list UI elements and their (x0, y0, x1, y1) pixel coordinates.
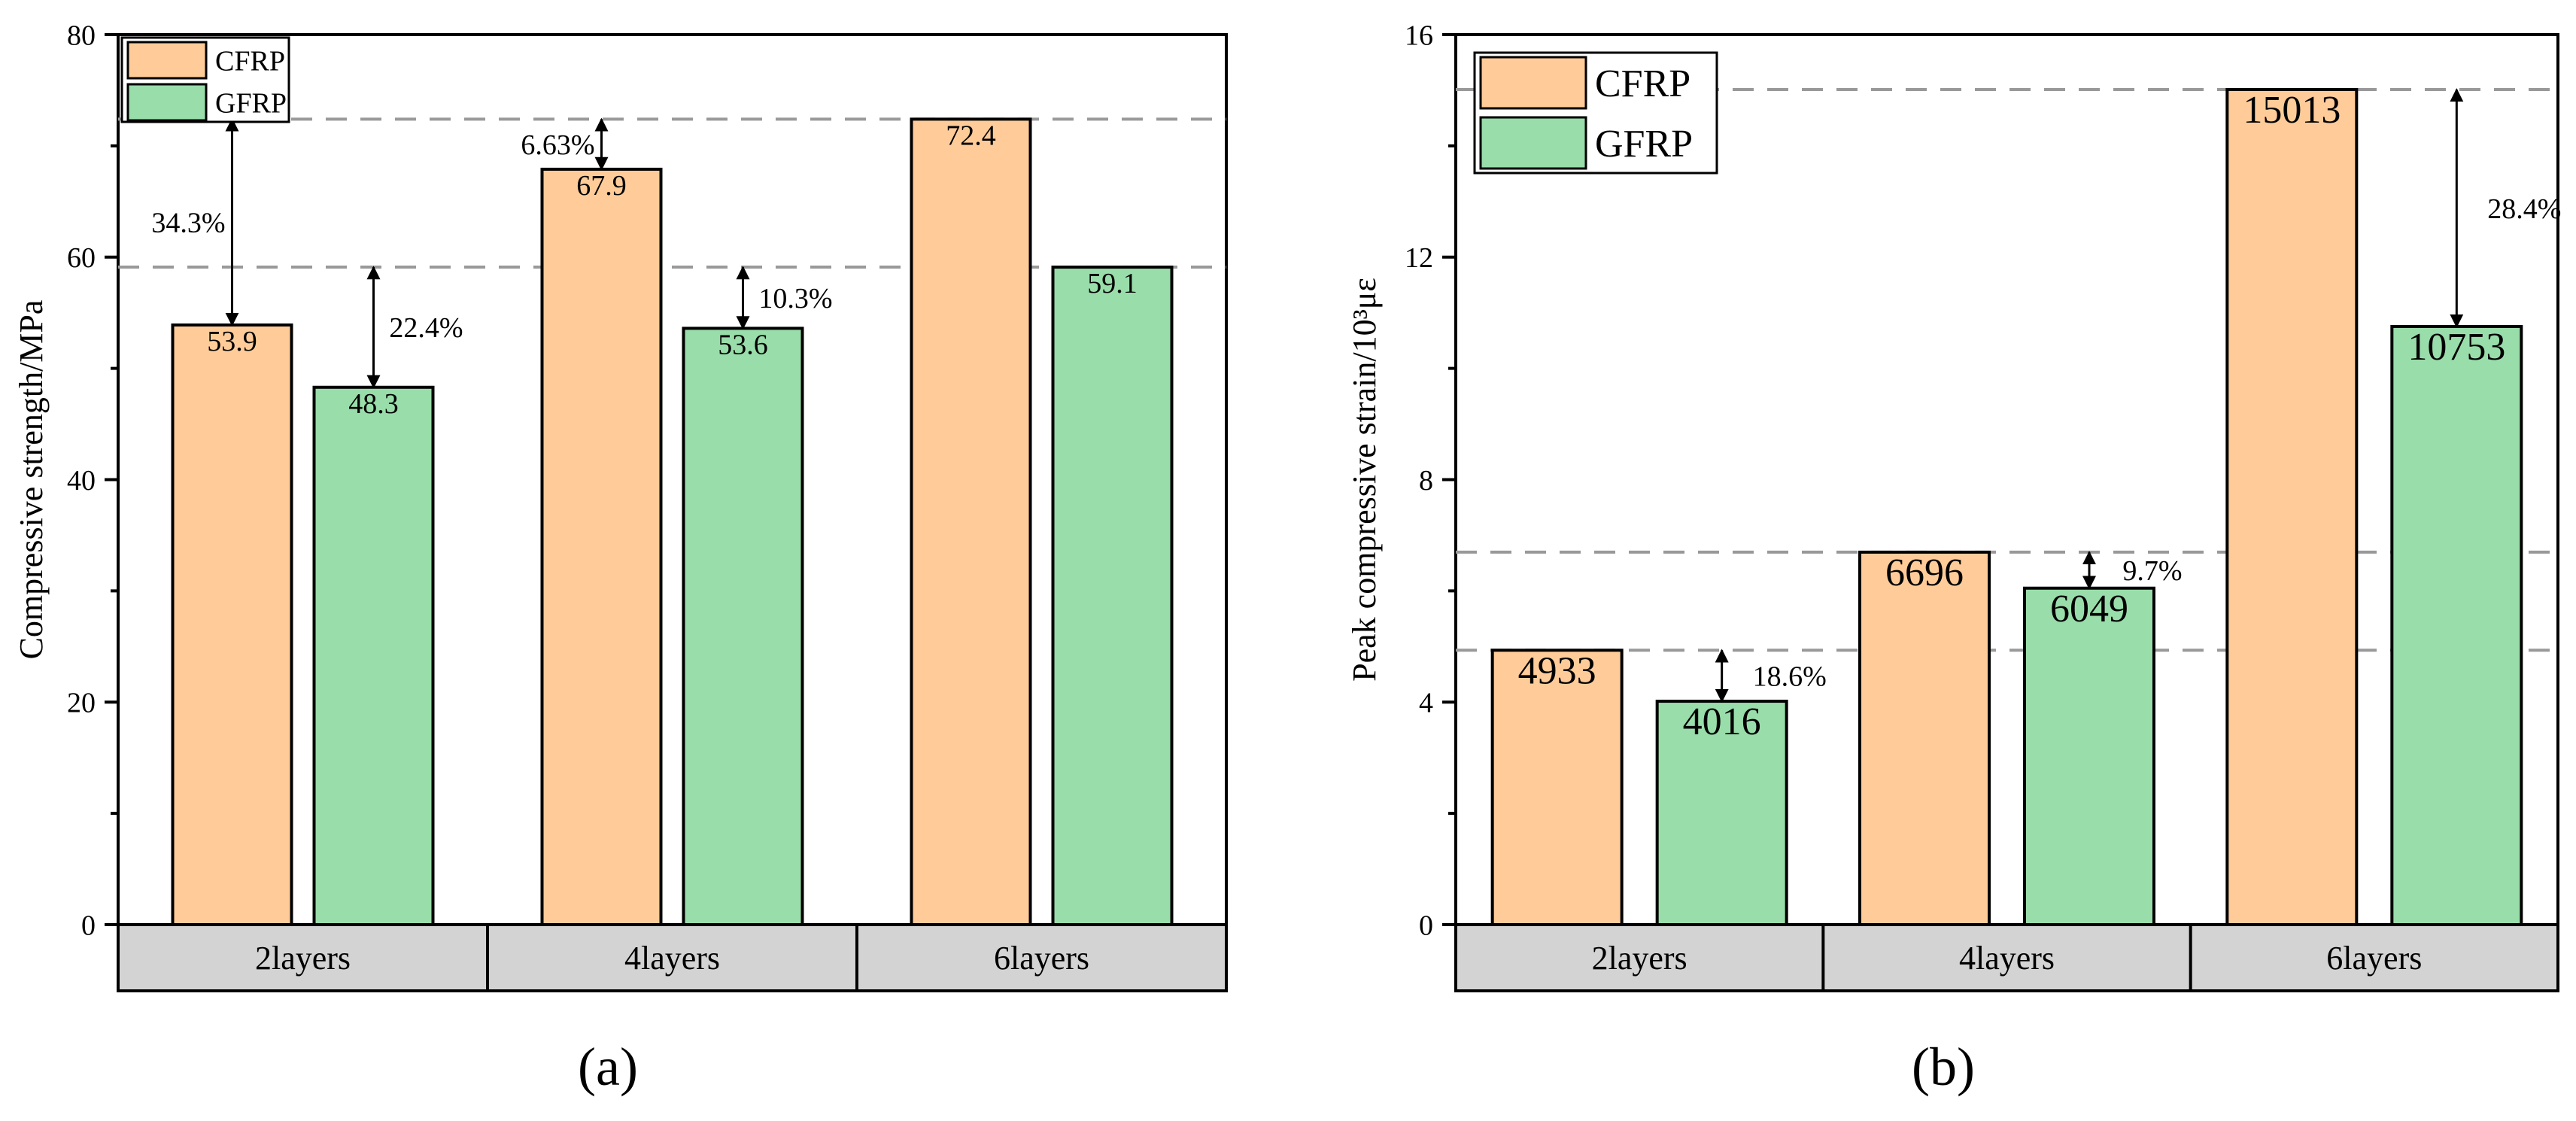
panel-b-legend-swatch-cfrp (1479, 56, 1587, 110)
chart-panel-b: 0 4 8 12 16 Peak compressive strain/10³με 4933… (1346, 20, 2561, 992)
panel-b-bar-label-cfrp-6layers: 15013 (2243, 89, 2341, 132)
panel-b-bar-cfrp-2layers (1490, 649, 1624, 926)
panel-a-category-band (117, 923, 1228, 992)
panel-b-legend-swatch-gfrp (1479, 116, 1587, 170)
panel-a-bar-cfrp-2layers (171, 323, 293, 926)
panel-a-legend-label-gfrp: GFRP (215, 87, 287, 119)
panel-b-y-axis-label: Peak compressive strain/10³με (1346, 278, 1383, 682)
panel-b-legend-label-gfrp: GFRP (1595, 123, 1693, 166)
panel-b-bar-cfrp-6layers (2225, 87, 2359, 926)
panel-a-bar-label-cfrp-2layers: 53.9 (207, 326, 257, 357)
panel-b-category-label-2layers: 2layers (1592, 940, 1687, 977)
chart-panel-a: 0 20 40 60 80 Compressive strength/MPa 53.9 67.… (13, 20, 1228, 992)
panel-b-caption: (b) (1912, 1037, 1975, 1097)
panel-a-ytick-label-1: 20 (67, 688, 96, 719)
panel-a-category-label-6layers: 6layers (994, 940, 1089, 977)
panel-a-caption: (a) (578, 1037, 638, 1097)
panel-b-category-label-6layers: 6layers (2326, 940, 2422, 977)
panel-a-bar-gfrp-6layers (1051, 266, 1174, 926)
panel-b-ytick-label-1: 4 (1419, 688, 1433, 719)
panel-b-bar-cfrp-4layers (1858, 550, 1991, 926)
panel-b-bar-gfrp-4layers (2023, 586, 2155, 926)
panel-a-legend-label-cfrp: CFRP (215, 45, 285, 77)
panel-a-bar-label-cfrp-4layers: 67.9 (576, 170, 627, 202)
panel-b-bar-gfrp-6layers (2390, 324, 2523, 926)
panel-b-category-band (1454, 923, 2559, 992)
panel-b-ytick-label-2: 8 (1419, 465, 1433, 497)
panel-a-ytick-label-0: 0 (81, 910, 96, 941)
panel-a-ytick-label-3: 60 (67, 242, 96, 274)
panel-a-category-label-4layers: 4layers (624, 940, 720, 977)
panel-a-ytick-label-2: 40 (67, 465, 96, 497)
panel-a-bar-cfrp-6layers (910, 117, 1032, 926)
panel-b-bar-label-gfrp-4layers: 6049 (2050, 588, 2128, 630)
panel-b-bar-label-gfrp-2layers: 4016 (1683, 700, 1761, 743)
panel-a-bar-label-cfrp-6layers: 72.4 (946, 120, 996, 151)
panel-b-annotation-text-2: 28.4% (2487, 193, 2561, 225)
panel-a-category-label-2layers: 2layers (255, 940, 351, 977)
panel-a-legend-swatch-cfrp (126, 41, 208, 80)
panel-a-bar-cfrp-4layers (540, 167, 663, 926)
panel-a-bar-label-gfrp-2layers: 48.3 (348, 388, 399, 420)
panel-a-legend-swatch-gfrp (126, 83, 208, 122)
panel-a-bar-label-gfrp-6layers: 59.1 (1087, 268, 1138, 299)
panel-a-annotation-text-2: 6.63% (521, 129, 594, 161)
panel-a-bar-gfrp-2layers (312, 385, 435, 926)
panel-b-ytick-label-4: 16 (1405, 20, 1433, 51)
panel-a-annotation-text-1: 22.4% (389, 312, 463, 344)
panel-a-bar-gfrp-4layers (682, 327, 804, 926)
panel-a-annotation-text-3: 10.3% (758, 283, 832, 314)
panel-a-ytick-label-4: 80 (67, 20, 96, 51)
panel-b-bar-label-cfrp-2layers: 4933 (1518, 649, 1596, 692)
panel-a-annotation-text-0: 34.3% (151, 207, 225, 238)
panel-b-bar-label-cfrp-4layers: 6696 (1885, 551, 1964, 594)
panel-b-legend-label-cfrp: CFRP (1595, 62, 1690, 105)
panel-b-category-label-4layers: 4layers (1959, 940, 2055, 977)
panel-b-ytick-label-0: 0 (1419, 910, 1433, 941)
panel-b-ytick-label-3: 12 (1405, 242, 1433, 274)
panel-b-bar-label-gfrp-6layers: 10753 (2407, 326, 2505, 369)
panel-a-y-axis-label: Compressive strength/MPa (13, 300, 50, 660)
panel-a-bar-label-gfrp-4layers: 53.6 (718, 329, 768, 360)
panel-b-annotation-text-1: 9.7% (2122, 555, 2182, 587)
panel-b-annotation-text-0: 18.6% (1753, 661, 1827, 692)
